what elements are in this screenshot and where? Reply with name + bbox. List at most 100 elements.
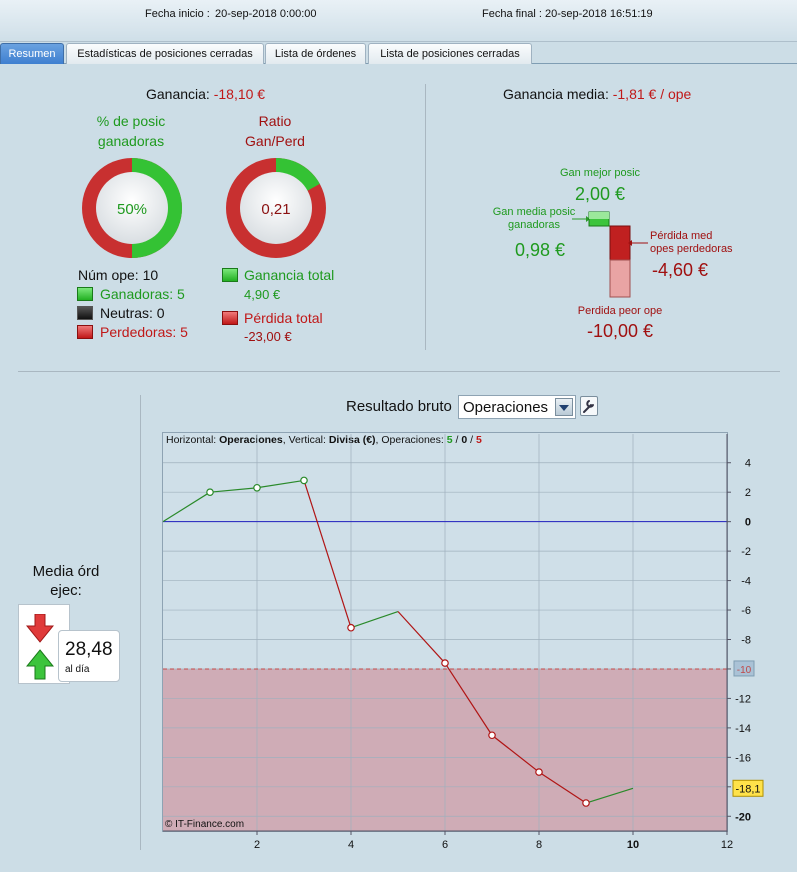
gain-loss-bars (572, 211, 648, 298)
tab-bar: Resumen Estadísticas de posiciones cerra… (0, 42, 797, 64)
series-segment (444, 662, 493, 736)
chevron-down-icon[interactable] (555, 398, 573, 416)
chart-ops-win: 5 (446, 434, 453, 446)
series-point (206, 488, 214, 496)
y-tick-label: 2 (745, 487, 751, 499)
chart-header: Horizontal: Operaciones, Vertical: Divis… (166, 434, 482, 446)
series-segment (538, 771, 587, 804)
series-segment (209, 487, 258, 493)
tab-lista-posiciones[interactable]: Lista de posiciones cerradas (368, 43, 532, 64)
win-pct-gauge: 50% (82, 158, 182, 258)
start-date-label: Fecha inicio : (145, 8, 210, 20)
total-loss-value: -23,00 € (244, 329, 292, 344)
total-loss-square-icon (222, 311, 238, 325)
avg-win-label: Gan media posic ganadoras (486, 206, 582, 232)
chart-watermark: © IT-Finance.com (165, 819, 245, 830)
media-label: Media órd ejec: (14, 562, 118, 600)
avg-win-label-line1: Gan media posic (492, 206, 576, 218)
chart-h-prefix: Horizontal: (166, 434, 220, 446)
last-value-box (732, 779, 764, 797)
total-gain-value: 4,90 € (244, 287, 281, 302)
x-tick-label: 10 (627, 839, 639, 851)
avg-win-arrow-icon (586, 216, 590, 222)
worst-loss-bar (609, 259, 631, 298)
y-tick-label: -6 (741, 605, 751, 617)
chart-ops-sep2: / (467, 434, 476, 446)
series-point (253, 483, 261, 492)
chart-title: Resultado bruto (346, 398, 452, 415)
avg-loss-label-line2: opes perdedoras (650, 243, 733, 255)
date-range-bar: Fecha inicio : 20-sep-2018 0:00:00 Fecha… (0, 0, 797, 42)
chart-v-prefix: , Vertical: (282, 434, 329, 446)
win-pct-title: % de posic ganadoras (72, 111, 190, 151)
x-tick-label: 8 (536, 839, 542, 851)
series-segment (256, 479, 305, 489)
end-date-label: Fecha final : (482, 8, 542, 20)
last-value-label: -18,1 (735, 783, 760, 795)
worst-label: Perdida peor ope (577, 305, 663, 317)
start-date-value: 20-sep-2018 0:00:00 (215, 8, 317, 20)
chart-ops-lose: 5 (475, 434, 482, 446)
ratio-title-line2: Gan/Perd (245, 133, 305, 149)
ratio-title: Ratio Gan/Perd (216, 111, 334, 151)
avg-loss-arrow-icon (628, 240, 632, 246)
series-segment (397, 611, 446, 664)
profit-label: Ganancia: (146, 86, 210, 102)
total-gain-label: Ganancia total (244, 267, 335, 283)
y-tick-label: 4 (745, 458, 751, 470)
neutral-count: Neutras: 0 (100, 305, 165, 321)
tab-estadisticas[interactable]: Estadísticas de posiciones cerradas (66, 43, 264, 64)
media-label-line1: Media órd (32, 563, 100, 580)
ratio-value: 0,21 (261, 201, 290, 218)
summary-separator (425, 84, 426, 350)
winners-square-icon (77, 287, 93, 301)
series-segment (350, 610, 399, 629)
x-tick-label: 6 (442, 839, 448, 851)
chart-ops-prefix: , Operaciones: (375, 434, 447, 446)
series-point (347, 623, 355, 632)
chart-ops-sep1: / (452, 434, 462, 446)
y-tick-label: 0 (745, 517, 751, 529)
chart-type-select[interactable]: Operaciones (458, 395, 576, 419)
avg-profit-summary: Ganancia media: -1,81 € / ope (503, 86, 691, 102)
y-tick-label: -16 (735, 752, 751, 764)
neutral-square-icon (77, 306, 93, 320)
side-separator (140, 395, 141, 850)
series-segment (303, 480, 352, 628)
win-gauge-center (96, 172, 168, 244)
end-date-value: 20-sep-2018 16:51:19 (545, 8, 653, 20)
y-tick-label: -20 (735, 811, 751, 823)
win-pct-title-line2: ganadoras (97, 133, 165, 149)
y-tick-label: -12 (735, 693, 751, 705)
x-tick-label: 12 (721, 839, 733, 851)
tab-lista-ordenes[interactable]: Lista de órdenes (265, 43, 366, 64)
avg-loss-label-line1: Pérdida med (650, 230, 713, 242)
losers-count: Perdedoras: 5 (100, 324, 188, 340)
avg-loss-value: -4,60 € (652, 260, 709, 280)
total-gain-square-icon (222, 268, 238, 282)
ratio-title-line1: Ratio (258, 113, 292, 129)
tab-resumen[interactable]: Resumen (0, 43, 64, 64)
best-label: Gan mejor posic (559, 167, 641, 179)
series-point (488, 731, 496, 740)
ratio-gauge-center (240, 172, 312, 244)
losers-square-icon (77, 325, 93, 339)
up-arrow-icon (26, 649, 54, 680)
avg-loss-label: Pérdida med opes perdedoras (650, 230, 733, 256)
ratio-gauge: 0,21 (226, 158, 326, 258)
media-value: 28,48 (65, 639, 113, 660)
order-arrows (26, 614, 54, 680)
chart-ops-neutral: 0 (461, 434, 468, 446)
best-win-bar (589, 212, 609, 219)
series-segment (585, 787, 634, 804)
x-tick-label: 4 (348, 839, 354, 851)
win-pct-title-line1: % de posic (96, 113, 166, 129)
settings-button[interactable] (580, 396, 598, 416)
series-segment (491, 734, 540, 773)
series-point (535, 768, 543, 776)
num-ops: Núm ope: 10 (78, 267, 159, 283)
y-tick-label: -14 (735, 723, 751, 735)
winners-count: Ganadoras: 5 (100, 286, 185, 302)
worst-value: -10,00 € (586, 321, 654, 341)
total-loss-label: Pérdida total (244, 310, 323, 326)
